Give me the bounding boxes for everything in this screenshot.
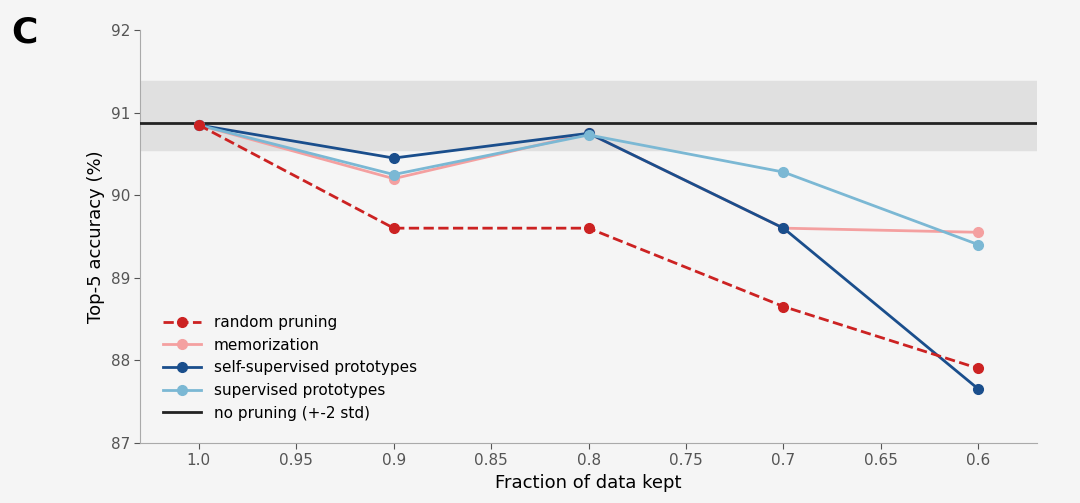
- Line: self-supervised prototypes: self-supervised prototypes: [194, 120, 983, 394]
- self-supervised prototypes: [582, 130, 595, 136]
- memorization: [777, 225, 789, 231]
- memorization: [582, 130, 595, 136]
- random pruning: [582, 225, 595, 231]
- supervised prototypes: [777, 169, 789, 175]
- supervised prototypes: [582, 132, 595, 138]
- self-supervised prototypes: [777, 225, 789, 231]
- random pruning: [192, 122, 205, 128]
- supervised prototypes: [192, 122, 205, 128]
- self-supervised prototypes: [192, 122, 205, 128]
- Line: memorization: memorization: [194, 120, 983, 237]
- supervised prototypes: [972, 241, 985, 247]
- Line: random pruning: random pruning: [194, 120, 983, 373]
- self-supervised prototypes: [388, 155, 401, 161]
- Text: C: C: [11, 15, 37, 49]
- self-supervised prototypes: [972, 386, 985, 392]
- supervised prototypes: [388, 172, 401, 178]
- Line: supervised prototypes: supervised prototypes: [194, 120, 983, 249]
- memorization: [972, 229, 985, 235]
- memorization: [192, 122, 205, 128]
- random pruning: [777, 303, 789, 309]
- Legend: random pruning, memorization, self-supervised prototypes, supervised prototypes,: random pruning, memorization, self-super…: [157, 309, 422, 427]
- random pruning: [388, 225, 401, 231]
- Bar: [140, 81, 1037, 150]
- Y-axis label: Top-5 accuracy (%): Top-5 accuracy (%): [87, 150, 105, 323]
- X-axis label: Fraction of data kept: Fraction of data kept: [496, 474, 681, 491]
- random pruning: [972, 365, 985, 371]
- memorization: [388, 176, 401, 182]
